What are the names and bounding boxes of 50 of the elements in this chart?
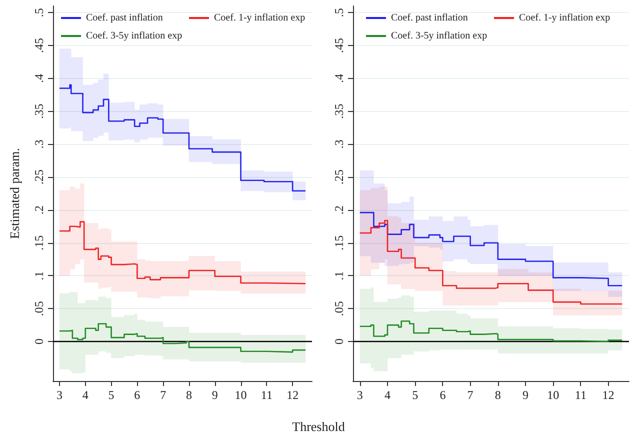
y-tick-label: .15 bbox=[332, 235, 346, 250]
y-tick-label: .25 bbox=[332, 170, 346, 185]
x-tick-label: 11 bbox=[574, 388, 586, 402]
y-tick-label: .35 bbox=[32, 104, 46, 119]
y-tick-label: .4 bbox=[32, 74, 46, 83]
y-tick-label: .05 bbox=[332, 301, 346, 316]
x-tick-label: 3 bbox=[56, 388, 62, 402]
x-tick-label: 9 bbox=[212, 388, 218, 402]
y-axis-title: Estimated param. bbox=[7, 148, 22, 239]
x-tick-label: 9 bbox=[522, 388, 528, 402]
x-tick-label: 5 bbox=[108, 388, 114, 402]
y-tick-label: .35 bbox=[332, 104, 346, 119]
x-tick-label: 6 bbox=[440, 388, 446, 402]
x-axis-title: Threshold bbox=[291, 419, 346, 435]
x-tick-label: 7 bbox=[467, 388, 474, 402]
y-tick-label: 0 bbox=[332, 338, 346, 345]
y-tick-label: .25 bbox=[32, 170, 46, 185]
y-tick-label: .1 bbox=[332, 271, 346, 280]
x-tick-label: 8 bbox=[494, 388, 501, 402]
legend-label: Coef. 3-5y inflation exp bbox=[391, 30, 488, 42]
y-tick-label: .3 bbox=[332, 140, 346, 149]
x-tick-label: 3 bbox=[356, 388, 363, 402]
y-tick-label: 0 bbox=[32, 338, 46, 345]
x-tick-label: 7 bbox=[160, 388, 166, 402]
y-tick-label: .5 bbox=[32, 8, 46, 18]
x-tick-label: 4 bbox=[82, 388, 88, 402]
y-tick-label: .1 bbox=[32, 271, 46, 280]
legend-label: Coef. 1-y inflation exp bbox=[214, 12, 306, 24]
x-tick-label: 10 bbox=[234, 388, 247, 402]
x-tick-label: 10 bbox=[547, 388, 560, 402]
y-tick-label: .2 bbox=[32, 205, 46, 214]
y-tick-label: .05 bbox=[32, 301, 46, 316]
x-tick-label: 5 bbox=[412, 388, 418, 402]
x-tick-label: 8 bbox=[186, 388, 192, 402]
y-tick-label: .4 bbox=[332, 74, 346, 83]
legend-label: Coef. past inflation bbox=[86, 12, 163, 24]
y-tick-label: .2 bbox=[332, 205, 346, 214]
y-tick-label: .3 bbox=[32, 140, 46, 149]
x-tick-label: 4 bbox=[384, 388, 390, 402]
y-tick-label: .45 bbox=[32, 38, 46, 53]
legend-label: Coef. 3-5y inflation exp bbox=[86, 30, 182, 42]
x-tick-label: 12 bbox=[286, 388, 299, 402]
y-tick-label: .15 bbox=[32, 235, 46, 250]
legend-label: Coef. 1-y inflation exp bbox=[519, 12, 610, 24]
y-tick-label: .5 bbox=[332, 8, 346, 18]
x-tick-label: 6 bbox=[134, 388, 140, 402]
legend-label: Coef. past inflation bbox=[391, 12, 468, 24]
y-tick-label: .45 bbox=[332, 38, 346, 53]
x-tick-label: 12 bbox=[602, 388, 614, 402]
x-tick-label: 11 bbox=[260, 388, 272, 402]
